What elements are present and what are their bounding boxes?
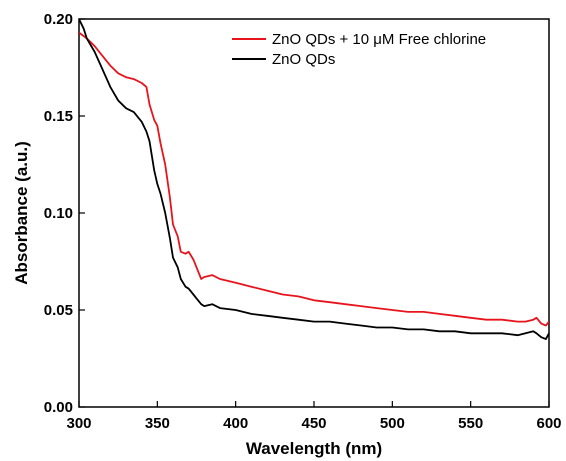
x-axis-title: Wavelength (nm) [246, 439, 382, 458]
y-tick-label: 0.15 [44, 108, 73, 125]
x-tick-label: 400 [223, 415, 248, 432]
y-tick-label: 0.05 [44, 302, 73, 319]
legend-label-1: ZnO QDs + 10 μM Free chlorine [272, 31, 486, 48]
legend: ZnO QDs + 10 μM Free chlorine ZnO QDs [232, 31, 486, 68]
y-tick-label: 0.20 [44, 11, 73, 28]
series-layer [79, 19, 549, 341]
series-line-2 [79, 19, 549, 341]
x-tick-label: 300 [66, 415, 91, 432]
ticks-layer: 300 350 400 450 500 550 600 0.00 0.05 0.10 0.15 0.2… [44, 11, 562, 432]
legend-label-2: ZnO QDs [272, 51, 335, 68]
series-line-1 [79, 31, 549, 327]
x-tick-label: 600 [536, 415, 561, 432]
x-tick-label: 550 [458, 415, 483, 432]
plot-frame [78, 18, 550, 408]
y-axis-title: Absorbance (a.u.) [12, 141, 31, 285]
y-tick-label: 0.00 [44, 399, 73, 416]
x-tick-label: 500 [380, 415, 405, 432]
y-tick-label: 0.10 [44, 205, 73, 222]
x-tick-label: 350 [145, 415, 170, 432]
x-tick-label: 450 [301, 415, 326, 432]
